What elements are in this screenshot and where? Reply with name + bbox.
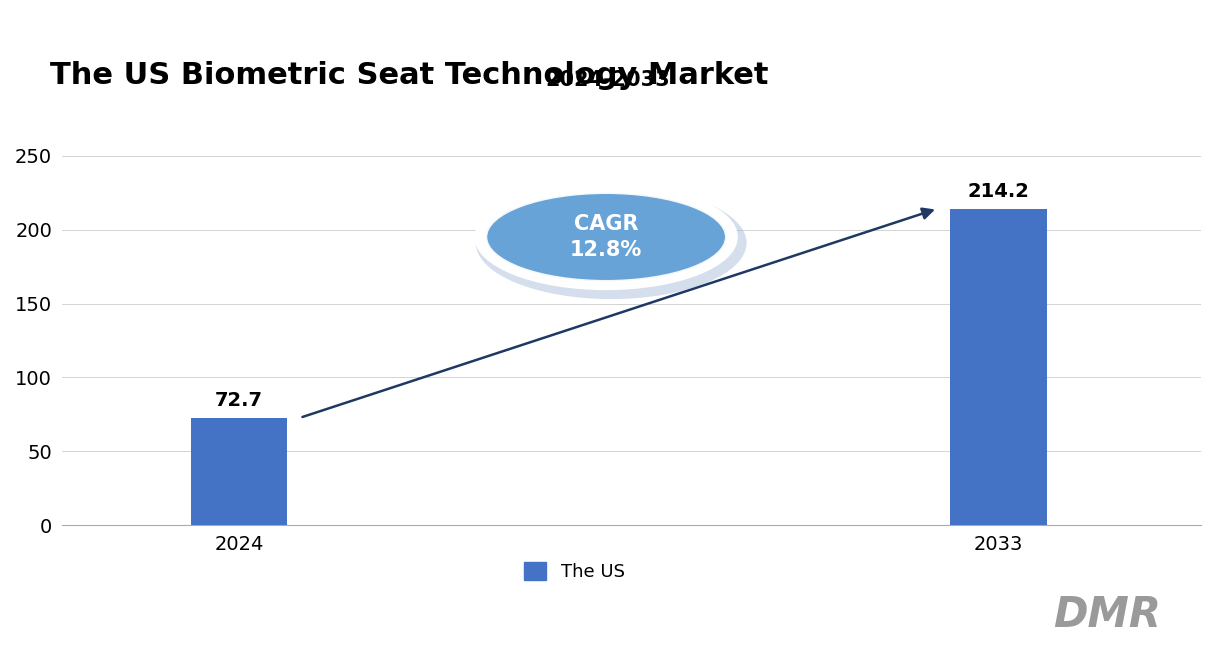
Text: 214.2: 214.2 (968, 182, 1030, 201)
Bar (191, 418, 287, 525)
Text: CAGR: CAGR (574, 213, 638, 233)
Ellipse shape (486, 193, 726, 281)
Text: 12.8%: 12.8% (570, 240, 642, 261)
Text: The US Biometric Seat Technology Market: The US Biometric Seat Technology Market (50, 62, 769, 90)
Legend: The US: The US (517, 554, 632, 588)
Text: DMR: DMR (1053, 595, 1161, 636)
Bar (951, 209, 1047, 525)
Ellipse shape (475, 187, 747, 299)
Ellipse shape (475, 185, 737, 289)
Text: 2024-2033: 2024-2033 (546, 70, 670, 90)
Text: 72.7: 72.7 (215, 391, 263, 410)
